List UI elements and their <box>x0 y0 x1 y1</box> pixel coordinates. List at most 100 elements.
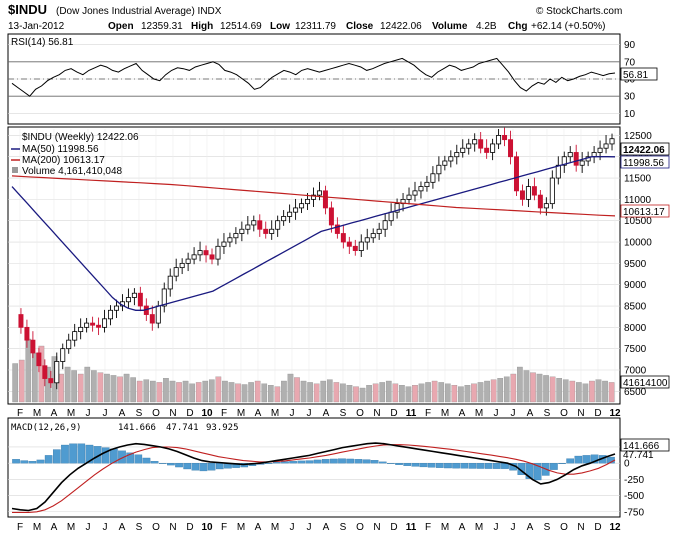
x-axis: FFMMAAMMJJJJAASSOONNDD1010FFMMAAMMJJJJAA… <box>17 408 621 533</box>
candle-body <box>179 262 185 269</box>
volume-bar <box>64 366 71 403</box>
macd-hist-bar <box>321 459 330 464</box>
macd-hist-bar <box>289 461 297 464</box>
macd-hist-bar <box>297 460 306 464</box>
macd-hist-bar <box>582 455 591 464</box>
volume-bar <box>307 382 313 403</box>
macd-hist-bar <box>118 450 126 464</box>
price-x-tick: J <box>494 408 499 419</box>
macd-value-box <box>620 438 670 452</box>
price-x-tick: J <box>86 408 91 419</box>
rsi-tick-label: 30 <box>624 92 636 103</box>
close-value-box <box>620 142 670 156</box>
candle-body <box>251 220 257 226</box>
volume-bar <box>569 380 576 403</box>
candle-body <box>328 207 334 226</box>
candle-body <box>525 186 531 200</box>
quote-date: 13-Jan-2012 <box>8 21 65 32</box>
candle-body <box>460 147 466 153</box>
volume-bar <box>287 373 294 403</box>
rsi-tick-label: 70 <box>624 57 636 68</box>
volume-bar <box>18 359 25 403</box>
macd-hist-bar <box>44 455 53 464</box>
candle-body <box>239 228 245 234</box>
volume-bar <box>510 373 517 403</box>
volume-bar <box>490 379 497 403</box>
candle-body <box>197 250 203 256</box>
macd-x-tick: 11 <box>406 522 417 533</box>
candle-body <box>412 190 418 196</box>
candle-body <box>263 228 269 234</box>
candle-body <box>233 233 239 239</box>
volume-bar <box>300 380 307 403</box>
candle-body <box>102 318 108 328</box>
macd-legend: MACD(12,26,9) 141.666 47.741 93.925 <box>11 423 239 433</box>
volume-bar <box>130 377 136 403</box>
candle-body <box>418 186 424 192</box>
volume-bar <box>84 366 91 403</box>
candle-body <box>90 322 96 326</box>
legend-price: $INDU (Weekly) 12422.06 <box>22 132 139 143</box>
price-x-tick: 10 <box>201 408 213 419</box>
volume-bar <box>523 370 530 403</box>
candle-body <box>496 134 502 145</box>
rsi-value-label: 56.81 <box>623 70 648 81</box>
price-x-tick: J <box>511 408 516 419</box>
candle-body <box>24 326 30 341</box>
macd-hist-bar <box>134 454 143 464</box>
rsi-chart: 1030507090 <box>8 40 636 120</box>
macd-hist-bar <box>36 459 45 464</box>
price-x-tick: A <box>255 408 262 419</box>
candle-body <box>215 245 221 260</box>
candle-body <box>108 309 113 320</box>
ma200-line <box>11 175 616 217</box>
price-tick-label: 8000 <box>624 323 647 334</box>
price-x-tick: 12 <box>609 408 621 419</box>
price-chart: 6500 7000 7500 8000 8500 9000 9500 10000 10500 11… <box>8 127 652 403</box>
macd-hist-bar <box>362 459 371 464</box>
macd-tick-label: -750 <box>624 507 644 518</box>
volume-bar <box>366 385 372 403</box>
macd-hist-bar <box>52 449 61 464</box>
volume-bar <box>438 382 445 403</box>
macd-x-tick: A <box>323 522 330 533</box>
macd-hist-bar <box>444 463 452 469</box>
volume-bar <box>71 370 77 403</box>
price-tick-label: 6500 <box>624 387 647 398</box>
candle-body <box>30 339 36 354</box>
candle-body <box>42 365 48 379</box>
macd-x-tick: M <box>33 522 41 533</box>
macd-x-tick: S <box>544 522 551 533</box>
macd-legend-name: MACD(12,26,9) <box>11 423 81 433</box>
candle-body <box>537 194 543 209</box>
macd-x-tick: M <box>237 522 245 533</box>
macd-hist-bar <box>207 463 216 471</box>
candle-body <box>84 322 90 328</box>
price-tick-label: 7500 <box>624 344 647 355</box>
volume-bar <box>503 376 510 403</box>
candle-body <box>609 138 615 145</box>
macd-line <box>11 442 616 512</box>
macd-hist-bar <box>183 463 192 470</box>
volume-bar <box>222 380 228 403</box>
macd-x-tick: J <box>511 522 516 533</box>
macd-x-tick: M <box>475 522 483 533</box>
volume-bar <box>595 379 602 403</box>
macd-hist-bar <box>273 462 281 464</box>
legend-volume: Volume 4,161,410,048 <box>22 166 123 177</box>
price-x-tick: J <box>307 408 312 419</box>
macd-hist-bar <box>411 463 420 467</box>
volume-bar <box>228 382 235 403</box>
candle-body <box>203 250 209 256</box>
macd-hist-bar <box>354 459 363 464</box>
price-tick-label: 8500 <box>624 302 647 313</box>
candle-body <box>311 194 316 200</box>
macd-hist-bar <box>484 463 493 469</box>
macd-x-tick: N <box>577 522 584 533</box>
macd-hist-bar <box>313 459 322 464</box>
price-x-tick: M <box>441 408 449 419</box>
ma200-value-label: 10613.17 <box>623 207 665 218</box>
volume-bar <box>320 380 327 403</box>
volume-value: 4.2B <box>476 21 497 32</box>
price-x-tick: O <box>560 408 568 419</box>
